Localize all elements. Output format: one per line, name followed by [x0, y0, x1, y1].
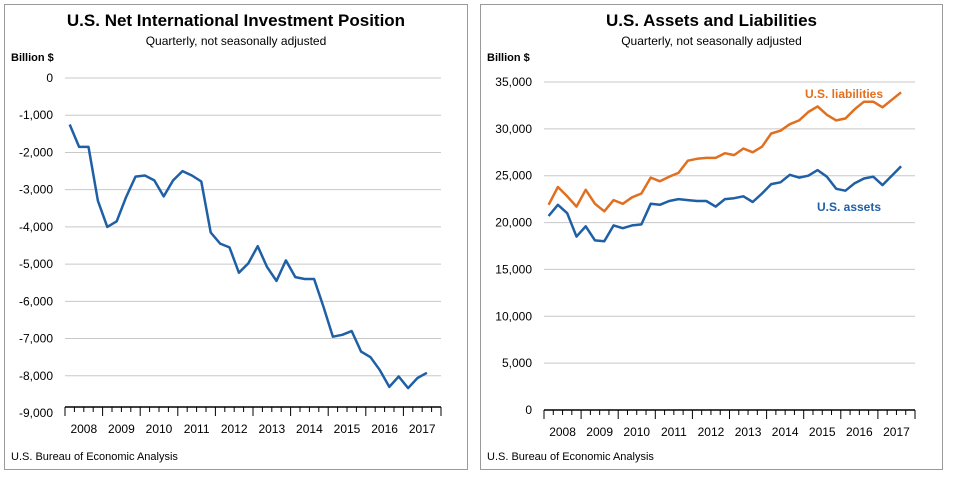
y-tick-label: -5,000 [19, 257, 53, 271]
x-tick-label-2011: 2011 [184, 422, 210, 436]
right-chart-plot: 0 5,000 10,000 15,000 20,000 25,000 30,000 35,0… [495, 75, 916, 439]
x-tick-label-2012: 2012 [698, 425, 725, 439]
y-tick-label: 15,000 [495, 262, 532, 276]
x-tick-label-2014: 2014 [772, 425, 799, 439]
x-tick-label-2016: 2016 [371, 422, 398, 436]
x-tick-label-2016: 2016 [846, 425, 873, 439]
y-tick-label: -6,000 [19, 294, 53, 308]
y-tick-label: 0 [46, 71, 53, 85]
right-chart-title: U.S. Assets and Liabilities [606, 11, 817, 30]
left-source-note: U.S. Bureau of Economic Analysis [11, 451, 178, 463]
x-tick-label-2010: 2010 [623, 425, 650, 439]
right-source-note: U.S. Bureau of Economic Analysis [487, 451, 654, 463]
x-tick-label-2009: 2009 [586, 425, 613, 439]
left-chart-plot: 0 -1,000 -2,000 -3,000 -4,000 -5,000 -6,000 -7,… [19, 71, 442, 436]
right-y-axis-label: Billion $ [487, 52, 530, 64]
left-chart-subtitle: Quarterly, not seasonally adjusted [145, 34, 327, 48]
series-label-u-s-assets: U.S. assets [817, 200, 881, 214]
y-tick-label: 30,000 [495, 122, 532, 136]
right-chart-panel: U.S. Assets and Liabilities Quarterly, n… [480, 4, 943, 470]
y-tick-label: 25,000 [495, 169, 532, 183]
x-tick-label-2012: 2012 [221, 422, 248, 436]
y-tick-label: -1,000 [19, 108, 53, 122]
y-tick-label: -2,000 [19, 145, 53, 159]
series-line-u-s-liabilities [547, 91, 902, 213]
x-tick-label-2017: 2017 [883, 425, 910, 439]
y-tick-label: 0 [525, 403, 532, 417]
x-tick-label-2011: 2011 [661, 425, 687, 439]
y-tick-label: -3,000 [19, 183, 53, 197]
y-tick-label: 20,000 [495, 216, 532, 230]
x-tick-label-2015: 2015 [809, 425, 836, 439]
y-tick-label: -7,000 [19, 332, 53, 346]
y-tick-label: 10,000 [495, 309, 532, 323]
x-tick-label-2015: 2015 [334, 422, 361, 436]
left-chart-panel: U.S. Net International Investment Positi… [4, 4, 468, 470]
x-tick-label-2017: 2017 [409, 422, 436, 436]
series-label-u-s-liabilities: U.S. liabilities [805, 87, 883, 101]
y-tick-label: -8,000 [19, 369, 53, 383]
left-y-axis-label: Billion $ [11, 52, 54, 64]
series-line [68, 124, 428, 390]
left-chart-title: U.S. Net International Investment Positi… [66, 11, 406, 30]
x-tick-label-2009: 2009 [108, 422, 135, 436]
x-tick-label-2013: 2013 [735, 425, 762, 439]
x-tick-label-2013: 2013 [258, 422, 285, 436]
x-tick-label-2008: 2008 [70, 422, 97, 436]
x-tick-label-2014: 2014 [296, 422, 323, 436]
y-tick-label: -9,000 [19, 406, 53, 420]
series-line-u-s-assets [547, 165, 902, 243]
y-tick-label: 35,000 [495, 75, 532, 89]
y-tick-label: 5,000 [502, 356, 532, 370]
y-tick-label: -4,000 [19, 220, 53, 234]
x-tick-label-2010: 2010 [146, 422, 173, 436]
x-tick-label-2008: 2008 [549, 425, 576, 439]
right-chart-subtitle: Quarterly, not seasonally adjusted [621, 34, 802, 48]
